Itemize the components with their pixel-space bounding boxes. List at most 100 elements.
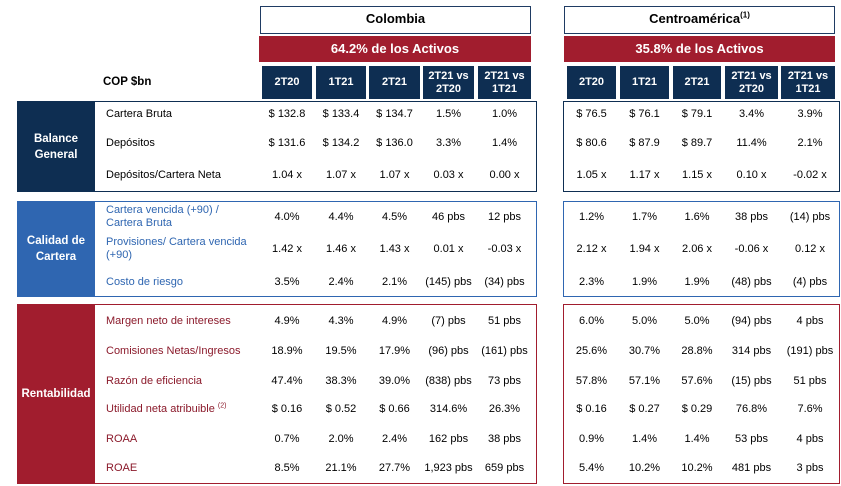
value-cell-centroamerica: (48) pbs [731,276,772,288]
value-cell-colombia: 12 pbs [487,211,522,223]
value-cell-colombia: 2.0% [328,433,354,445]
value-cell-colombia: 4.9% [381,315,408,327]
column-header: 2T21 [369,66,420,99]
value-cell-colombia: 27.7% [378,462,411,474]
metric-name: ROAE [106,461,138,474]
metric-label: Margen neto de intereses [106,307,256,335]
value-cell-colombia: 4.4% [328,211,354,223]
value-cell-centroamerica: 1.6% [684,211,710,223]
region-name: Centroamérica [649,11,741,26]
value-cell-colombia: 73 pbs [487,375,522,387]
value-cell-centroamerica: $ 0.29 [681,403,713,415]
value-cell-centroamerica: 314 pbs [731,345,772,357]
value-cell-centroamerica: 4 pbs [796,315,824,327]
value-cell-colombia: 4.9% [274,315,300,327]
column-header: 1T21 [620,66,669,99]
value-cell-colombia: 3.5% [274,276,300,288]
value-cell-centroamerica: 3.4% [738,108,765,120]
metric-name: Depósitos/Cartera Neta [106,168,221,181]
value-cell-colombia: 2.4% [328,276,354,288]
value-cell-centroamerica: 57.8% [575,375,608,387]
value-cell-centroamerica: (94) pbs [731,315,772,327]
value-cell-colombia: 38.3% [325,375,357,387]
section-label-calidad-de-cartera: Calidad de Cartera [17,201,95,297]
value-cell-colombia: 18.9% [271,345,303,357]
region-name: Colombia [365,11,426,26]
value-cell-centroamerica: $ 76.5 [576,108,607,120]
value-cell-colombia: 659 pbs [484,462,525,474]
value-cell-centroamerica: 5.4% [578,462,605,474]
value-cell-centroamerica: 2.12 x [576,243,607,255]
metric-name: Utilidad neta atribuible (2) [106,401,227,415]
section-box-centroamerica [563,201,840,297]
value-cell-colombia: $ 136.0 [376,137,413,149]
value-cell-colombia: 47.4% [271,375,303,387]
value-cell-centroamerica: 53 pbs [734,433,769,445]
assets-share-banner-colombia: 64.2% de los Activos [259,36,531,62]
value-cell-centroamerica: $ 79.1 [681,108,713,120]
value-cell-centroamerica: $ 0.16 [576,403,607,415]
value-cell-colombia: 4.3% [328,315,354,327]
value-cell-centroamerica: 1.9% [684,276,710,288]
value-cell-centroamerica: 1.05 x [576,169,607,181]
value-cell-colombia: 8.5% [274,462,300,474]
value-cell-colombia: 1.46 x [326,243,356,255]
value-cell-colombia: 1.4% [491,137,518,149]
value-cell-colombia: 3.3% [435,137,462,149]
value-cell-colombia: 2.1% [381,276,408,288]
value-cell-centroamerica: 1.17 x [629,169,660,181]
metric-footnote: (2) [217,401,227,409]
value-cell-centroamerica: 11.4% [736,137,767,149]
value-cell-colombia: 51 pbs [487,315,522,327]
value-cell-colombia: 38 pbs [487,433,522,445]
value-cell-colombia: 4.5% [381,211,408,223]
metric-label: Provisiones/ Cartera vencida (+90) [106,235,256,263]
value-cell-colombia: -0.03 x [487,243,522,255]
value-cell-centroamerica: 5.0% [684,315,710,327]
value-cell-colombia: 39.0% [378,375,411,387]
value-cell-colombia: (161) pbs [481,345,528,357]
region-header-centroamerica: Centroamérica(1) [564,6,835,34]
value-cell-centroamerica: $ 80.6 [576,137,607,149]
value-cell-centroamerica: 6.0% [578,315,605,327]
value-cell-centroamerica: 0.10 x [736,169,767,181]
section-label-rentabilidad: Rentabilidad [17,304,95,484]
value-cell-centroamerica: (191) pbs [786,345,834,357]
value-cell-colombia: $ 132.8 [268,108,306,120]
assets-share-banner-centroamerica: 35.8% de los Activos [564,36,835,62]
value-cell-colombia: 1.42 x [272,243,302,255]
value-cell-centroamerica: 2.1% [797,137,823,149]
value-cell-colombia: $ 134.7 [376,108,413,120]
value-cell-colombia: 1.07 x [326,169,356,181]
value-cell-colombia: 26.3% [488,403,521,415]
value-cell-centroamerica: (14) pbs [789,211,831,223]
value-cell-centroamerica: 1.15 x [682,169,712,181]
value-cell-centroamerica: (4) pbs [792,276,828,288]
value-cell-colombia: (7) pbs [431,315,466,327]
value-cell-colombia: 0.7% [274,433,300,445]
column-header: 2T21 vs 2T20 [725,66,778,99]
value-cell-centroamerica: 5.0% [631,315,658,327]
value-cell-centroamerica: 1.7% [631,211,658,223]
value-cell-colombia: 19.5% [325,345,357,357]
value-cell-colombia: $ 0.66 [379,403,410,415]
value-cell-colombia: $ 0.52 [325,403,357,415]
value-cell-colombia: (145) pbs [425,276,472,288]
value-cell-colombia: 2.4% [381,433,408,445]
value-cell-centroamerica: 0.12 x [795,243,825,255]
value-cell-colombia: $ 131.6 [268,137,306,149]
metric-name: Depósitos [106,136,155,149]
metric-label: ROAA [106,425,256,453]
value-cell-colombia: 0.01 x [433,243,464,255]
value-cell-centroamerica: $ 76.1 [629,108,660,120]
column-header: 2T21 vs 1T21 [781,66,835,99]
value-cell-centroamerica: 1.2% [578,211,605,223]
value-cell-colombia: $ 134.2 [322,137,360,149]
section-box-colombia [95,201,537,297]
value-cell-centroamerica: 0.9% [578,433,605,445]
column-header: 1T21 [316,66,366,99]
region-sup: (1) [740,10,750,20]
value-cell-colombia: 17.9% [378,345,411,357]
metric-label: Utilidad neta atribuible (2) [106,395,256,423]
value-cell-centroamerica: 2.3% [578,276,605,288]
